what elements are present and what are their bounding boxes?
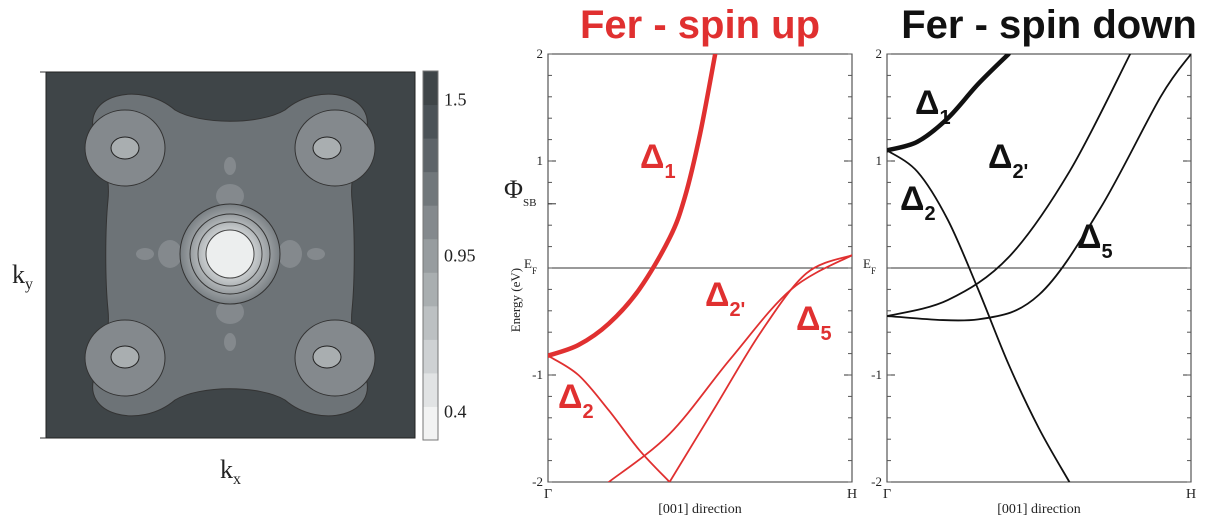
satellite-bottom: [224, 333, 236, 351]
lobe-left: [158, 240, 182, 268]
y-axis-label: Energy (eV): [508, 268, 523, 332]
y-tick-label: 1: [876, 153, 883, 168]
band-line-delta-5: [887, 54, 1191, 322]
band-label-delta-2p: Δ2': [988, 138, 1028, 183]
colorbar-swatch: [423, 339, 438, 374]
y-tick-label: -2: [871, 474, 882, 489]
band-line-delta-1: [887, 54, 1011, 153]
lobe-right: [278, 240, 302, 268]
colorbar-tick-label: 0.4: [444, 402, 467, 422]
band-line-delta-5: [668, 254, 852, 482]
center-peak-ring-2: [197, 221, 263, 287]
y-tick-label: 2: [537, 46, 544, 61]
colorbar-swatch: [423, 238, 438, 273]
fermi-level-label: EF: [863, 256, 876, 276]
x-axis-label: [001] direction: [658, 502, 742, 517]
y-tick-label: 1: [537, 153, 544, 168]
lobe-top: [216, 184, 244, 208]
colorbar-swatch: [423, 71, 438, 106]
satellite-right: [307, 248, 325, 260]
corner-min-bl: [110, 345, 140, 369]
band-line-delta-2: [548, 354, 671, 482]
x-tick-label: Γ: [544, 487, 552, 502]
colorbar-swatch: [423, 104, 438, 139]
heatmap-panel: ky kx 1.5 0.95 0.4: [12, 70, 476, 488]
panel-title: Fer - spin down: [901, 3, 1197, 47]
band-label-delta-1: Δ1: [640, 138, 676, 183]
band-label-delta-5: Δ5: [796, 300, 832, 345]
band-line-delta-1: [548, 54, 718, 358]
spin-up-panel: Fer - spin up EF 2 1 -1 -2Γ H [001] direction En…: [504, 3, 857, 517]
band-label-delta-5: Δ5: [1077, 218, 1113, 263]
satellite-top: [224, 157, 236, 175]
corner-min-tr: [312, 136, 342, 160]
panel-title: Fer - spin up: [580, 3, 820, 47]
colorbar: 1.5 0.95 0.4: [422, 70, 476, 441]
colorbar-swatch: [423, 171, 438, 206]
y-tick-label: 2: [876, 46, 883, 61]
y-tick-label: -1: [871, 367, 882, 382]
x-tick-label: Γ: [883, 487, 891, 502]
heatmap-ylabel: ky: [12, 260, 33, 293]
x-tick-label: H: [847, 487, 857, 502]
band-line-delta-2p: [887, 54, 1132, 318]
heatmap-xlabel: kx: [220, 455, 241, 488]
x-axis-label: [001] direction: [997, 502, 1081, 517]
colorbar-swatch: [423, 372, 438, 407]
corner-min-tl: [110, 136, 140, 160]
colorbar-swatch: [423, 272, 438, 307]
barrier-label: ΦSB: [504, 175, 536, 209]
x-tick-label: H: [1186, 487, 1196, 502]
y-tick-label: -1: [532, 367, 543, 382]
center-peak-ring-1: [189, 213, 271, 295]
colorbar-swatch: [423, 305, 438, 340]
y-tick-label: -2: [532, 474, 543, 489]
lobe-bottom: [216, 300, 244, 324]
corner-min-br: [312, 345, 342, 369]
band-label-delta-1: Δ1: [915, 84, 951, 129]
colorbar-frame: [422, 70, 439, 441]
fermi-level-label: EF: [524, 256, 537, 276]
colorbar-tick-label: 1.5: [444, 89, 467, 109]
band-line-delta-2: [887, 149, 1071, 482]
colorbar-swatch: [423, 205, 438, 240]
spin-down-panel: Fer - spin down EF 2 1 -1 -2Γ H [001] direction…: [863, 3, 1197, 517]
colorbar-swatch: [423, 138, 438, 173]
colorbar-swatch: [423, 406, 438, 441]
center-peak-ring-3: [205, 229, 255, 279]
colorbar-tick-label: 0.95: [444, 246, 476, 266]
band-label-delta-2p: Δ2': [705, 276, 745, 321]
band-line-delta-2p: [607, 254, 852, 482]
satellite-left: [136, 248, 154, 260]
band-label-delta-2: Δ2: [900, 180, 936, 225]
